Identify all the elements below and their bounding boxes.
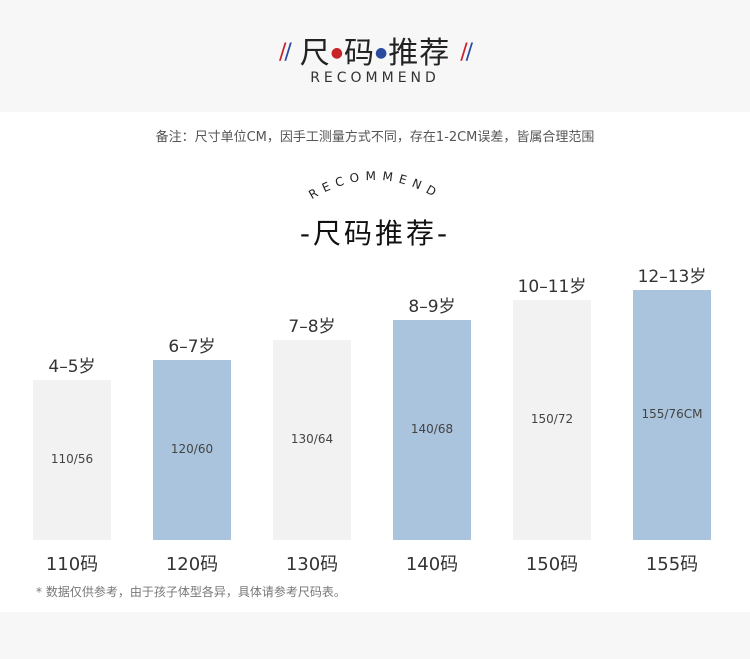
svg-text:RECOMMEND: RECOMMEND (306, 169, 443, 202)
header-band (0, 0, 750, 112)
bar-value-label: 140/68 (410, 422, 454, 436)
header-subtitle: RECOMMEND (310, 70, 440, 86)
bar-130码 (273, 340, 351, 540)
size-label: 130码 (285, 554, 339, 575)
bar-value-label: 155/76CM (641, 407, 703, 421)
section-title: -尺码推荐- (299, 217, 451, 250)
bar-140码 (393, 320, 471, 540)
size-label: 140码 (405, 554, 459, 575)
size-label: 150码 (525, 554, 579, 575)
bar-110码 (33, 380, 111, 540)
bar-120码 (153, 360, 231, 540)
recommend-arc-text: RECOMMEND (306, 169, 443, 202)
bar-value-label: 130/64 (290, 432, 334, 446)
size-label: 155码 (645, 554, 699, 575)
dot-decoration-red: ● (330, 45, 344, 61)
header-title-part1: 尺 (299, 36, 331, 71)
age-label: 12–13岁 (637, 267, 707, 287)
header-title-part2: 码 (344, 36, 375, 71)
bar-155码 (633, 290, 711, 540)
bar-value-label: 120/60 (170, 442, 214, 456)
measurement-note: 备注：尺寸单位CM，因手工测量方式不同，存在1-2CM误差，皆属合理范围 (155, 130, 595, 145)
slash-decoration-right: // (460, 40, 473, 65)
bar-150码 (513, 300, 591, 540)
slash-decoration-left: // (278, 40, 292, 65)
footnote: * 数据仅供参考，由于孩子体型各异，具体请参考尺码表。 (36, 585, 346, 599)
age-label: 7–8岁 (288, 317, 336, 337)
age-label: 10–11岁 (517, 277, 587, 297)
dot-decoration-blue: ● (375, 45, 389, 61)
age-label: 4–5岁 (48, 357, 96, 377)
header-title-part3: 推荐 (388, 36, 451, 71)
footer-band (0, 612, 750, 659)
age-label: 8–9岁 (408, 297, 456, 317)
bar-value-label: 150/72 (530, 412, 574, 426)
size-label: 120码 (165, 554, 219, 575)
header-title: //尺●码●推荐// (0, 28, 750, 72)
size-label: 110码 (45, 554, 99, 575)
bar-value-label: 110/56 (50, 452, 94, 466)
age-label: 6–7岁 (168, 337, 216, 357)
